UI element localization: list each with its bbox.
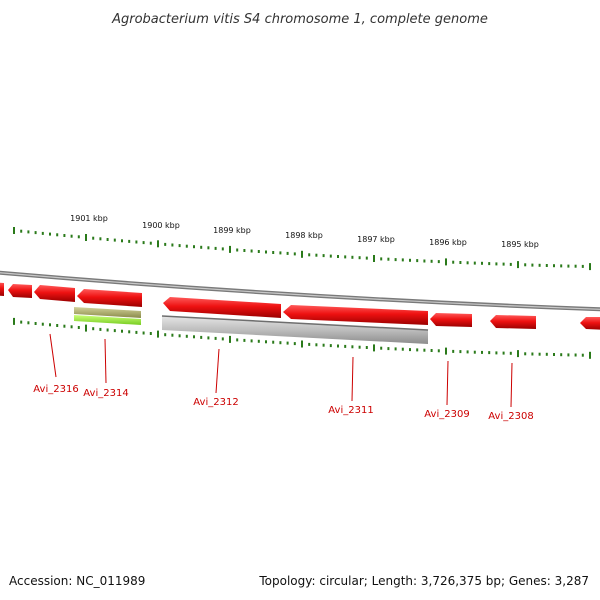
tick-label-1896: 1896 kbp — [429, 238, 467, 247]
scale-ticks-inner — [13, 317, 591, 359]
tick-label-1897: 1897 kbp — [357, 235, 395, 244]
gene-label[interactable]: Avi_2309 — [424, 409, 469, 420]
gene-label[interactable]: Avi_2316 — [33, 384, 78, 395]
cds-feature[interactable] — [283, 305, 428, 325]
tick-label-1899: 1899 kbp — [213, 226, 251, 235]
leader-line — [215, 348, 220, 394]
leader-line — [351, 356, 354, 402]
gene-label[interactable]: Avi_2312 — [193, 397, 238, 408]
cds-feature[interactable] — [8, 284, 32, 298]
accession-text: Accession: NC_011989 — [9, 574, 146, 588]
gene-labels: Avi_2316 Avi_2314 Avi_2312 Avi_2311 Avi_… — [33, 384, 533, 422]
misc-feature[interactable] — [74, 307, 141, 318]
tick-label-1898: 1898 kbp — [285, 231, 323, 240]
cds-feature[interactable] — [77, 289, 142, 307]
scale-tick-labels: 1901 kbp 1900 kbp 1899 kbp 1898 kbp 1897… — [70, 214, 539, 249]
map-title: Agrobacterium vitis S4 chromosome 1, com… — [111, 12, 488, 27]
rna-feature[interactable] — [74, 315, 141, 325]
genome-summary-text: Topology: circular; Length: 3,726,375 bp… — [259, 574, 589, 588]
gene-label[interactable]: Avi_2314 — [83, 388, 128, 399]
cds-feature[interactable] — [430, 313, 472, 327]
leader-line — [446, 360, 449, 406]
cds-feature[interactable] — [490, 315, 536, 329]
gene-label[interactable]: Avi_2311 — [328, 405, 373, 416]
tick-label-1900: 1900 kbp — [142, 221, 180, 230]
tick-label-1901: 1901 kbp — [70, 214, 108, 223]
scale-ticks-outer — [13, 227, 591, 271]
cds-feature-track — [0, 282, 600, 330]
cds-feature[interactable] — [163, 297, 281, 318]
leader-line — [510, 362, 513, 408]
tick-label-1895: 1895 kbp — [501, 240, 539, 249]
leader-line — [104, 338, 107, 384]
cds-feature[interactable] — [0, 282, 4, 296]
gene-label-leaders — [49, 333, 513, 408]
cds-feature[interactable] — [34, 285, 75, 302]
cds-feature[interactable] — [580, 317, 600, 330]
gene-label[interactable]: Avi_2308 — [488, 411, 533, 422]
leader-line — [49, 333, 57, 378]
